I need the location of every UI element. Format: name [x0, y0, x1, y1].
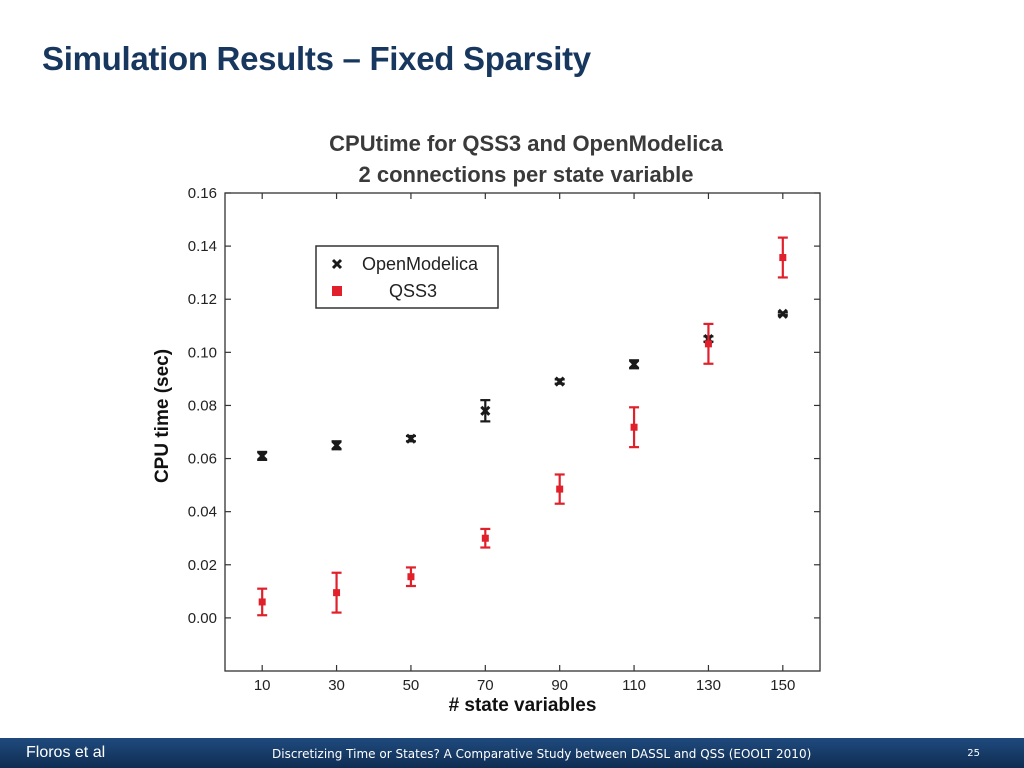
- y-tick-label: 0.16: [188, 185, 217, 202]
- x-marker: [777, 308, 788, 319]
- data-point: [777, 308, 788, 319]
- plot-area: [224, 192, 821, 672]
- x-marker: [629, 359, 640, 370]
- footer-citation: Discretizing Time or States? A Comparati…: [272, 747, 812, 761]
- chart-title-line: 2 connections per state variable: [358, 162, 693, 187]
- legend-marker-openmodelica: [331, 258, 343, 270]
- x-marker: [257, 450, 268, 461]
- data-point: [405, 433, 416, 444]
- y-tick-label: 0.08: [188, 397, 217, 414]
- legend-label: OpenModelica: [362, 254, 479, 274]
- x-tick-label: 130: [696, 677, 721, 694]
- data-point: [629, 359, 640, 370]
- y-tick-label: 0.12: [188, 291, 217, 308]
- data-point: [331, 571, 342, 614]
- square-marker: [481, 534, 489, 542]
- x-tick-label: 10: [254, 677, 271, 694]
- square-marker: [258, 598, 266, 606]
- data-point: [777, 236, 788, 279]
- legend-marker-qss3: [332, 286, 342, 296]
- x-tick-label: 90: [551, 677, 568, 694]
- chart-title-line: CPUtime for QSS3 and OpenModelica: [329, 131, 723, 156]
- square-marker: [407, 573, 415, 581]
- square-marker: [556, 485, 564, 493]
- square-marker: [779, 254, 787, 262]
- y-tick-label: 0.10: [188, 344, 217, 361]
- y-tick-label: 0.04: [188, 504, 217, 521]
- x-tick-label: 50: [403, 677, 420, 694]
- slide-title: Simulation Results – Fixed Sparsity: [42, 40, 591, 77]
- legend-label: QSS3: [389, 281, 437, 301]
- data-point: [703, 322, 714, 365]
- x-tick-label: 70: [477, 677, 494, 694]
- footer-author: Floros et al: [26, 744, 106, 761]
- x-marker: [554, 376, 565, 387]
- y-tick-label: 0.06: [188, 451, 217, 468]
- series-openmodelica: [257, 308, 788, 461]
- x-tick-label: 110: [622, 677, 646, 694]
- x-marker: [405, 433, 416, 444]
- y-tick-label: 0.14: [188, 238, 217, 255]
- y-tick-label: 0.00: [188, 610, 217, 627]
- data-point: [405, 566, 416, 588]
- data-point: [480, 527, 491, 549]
- page-number: 25: [967, 748, 980, 759]
- data-point: [331, 440, 342, 451]
- x-axis-label: # state variables: [449, 695, 597, 716]
- x-marker: [480, 405, 491, 416]
- data-point: [629, 406, 640, 449]
- x-tick-label: 150: [770, 677, 795, 694]
- x-marker: [331, 440, 342, 451]
- footer-bar: Floros et al Discretizing Time or States…: [0, 738, 1024, 768]
- data-point: [257, 450, 268, 461]
- cpu-time-chart: CPUtime for QSS3 and OpenModelica 2 conne…: [152, 131, 821, 716]
- series-qss3: [257, 236, 788, 617]
- square-marker: [704, 340, 712, 348]
- legend-box: [315, 245, 499, 309]
- data-point: [554, 376, 565, 387]
- data-point: [257, 587, 268, 617]
- x-axis: 10 30 50 70 90 110 130 150: [254, 193, 795, 694]
- y-axis: 0.00 0.02 0.04 0.06 0.08 0.10 0.12 0.14 0.16: [188, 185, 820, 627]
- y-tick-label: 0.02: [188, 557, 217, 574]
- x-tick-label: 30: [328, 677, 345, 694]
- data-point: [554, 473, 565, 505]
- data-point: [480, 399, 491, 423]
- y-axis-label: CPU time (sec): [152, 349, 173, 483]
- series-layer: [257, 236, 788, 617]
- square-marker: [333, 589, 341, 597]
- square-marker: [630, 423, 638, 431]
- chart-legend: OpenModelica QSS3: [315, 245, 499, 309]
- chart-title: CPUtime for QSS3 and OpenModelica 2 conne…: [329, 131, 723, 187]
